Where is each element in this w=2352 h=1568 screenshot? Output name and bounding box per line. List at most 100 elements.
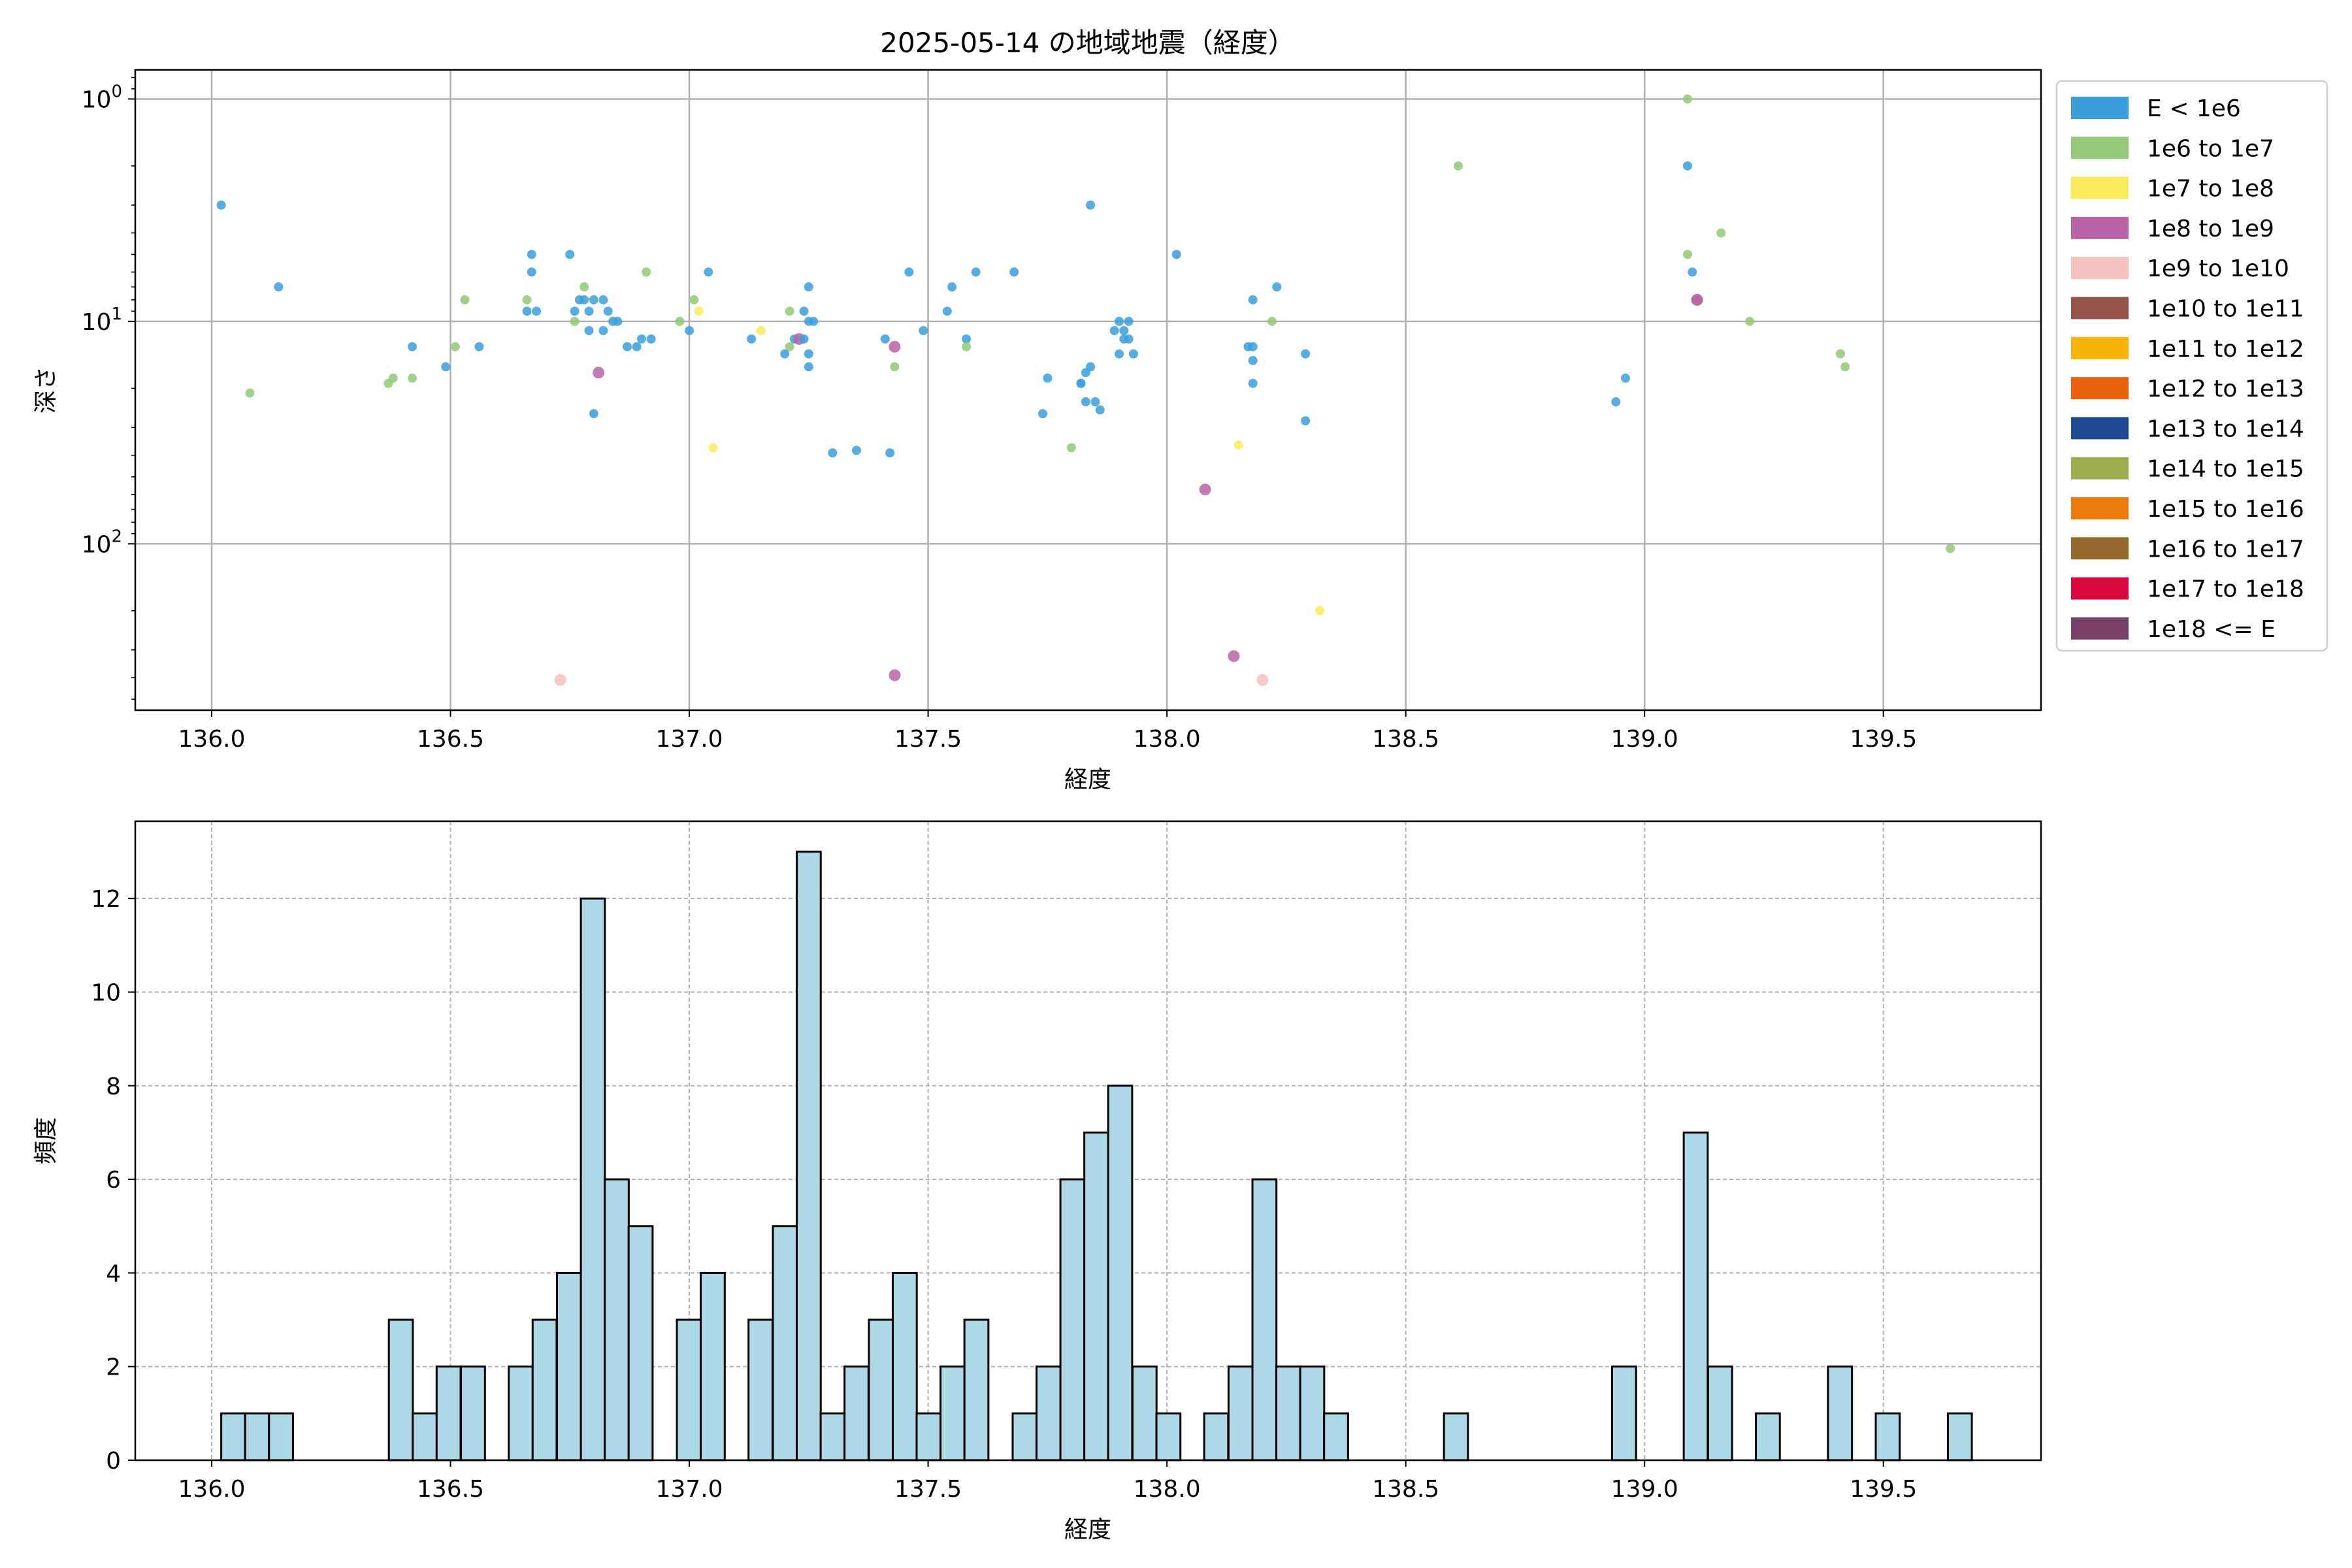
legend-swatch	[2071, 257, 2129, 280]
histogram-bar	[1227, 1365, 1254, 1462]
scatter-x-tick-label: 136.0	[178, 726, 245, 753]
scatter-point	[785, 342, 794, 351]
scatter-point	[580, 295, 589, 304]
scatter-x-tick-label: 137.0	[656, 726, 723, 753]
histogram-bar	[580, 897, 606, 1462]
legend-frame	[2055, 80, 2328, 652]
legend-label: 1e10 to 1e11	[2147, 296, 2304, 323]
histogram-bar	[1059, 1178, 1086, 1462]
scatter-point	[1124, 316, 1134, 326]
legend-label: 1e15 to 1e16	[2147, 496, 2304, 523]
scatter-point	[828, 448, 838, 458]
histogram-y-axis-label: 頻度	[33, 1117, 59, 1164]
scatter-point	[947, 282, 957, 292]
scatter-point	[532, 306, 542, 316]
histogram-bar	[1299, 1365, 1326, 1462]
scatter-point	[685, 326, 694, 336]
scatter-point	[1115, 349, 1124, 359]
scatter-point	[889, 669, 901, 681]
scatter-point	[1683, 161, 1693, 171]
histogram-bar	[819, 1412, 846, 1462]
histogram-bar	[1443, 1412, 1469, 1462]
scatter-point	[642, 267, 651, 277]
legend-label: 1e16 to 1e17	[2147, 536, 2304, 563]
histogram-bar	[1107, 1085, 1134, 1462]
scatter-point	[584, 326, 594, 336]
scatter-point	[1683, 94, 1693, 104]
histogram-bar	[1275, 1365, 1301, 1462]
scatter-point	[245, 388, 255, 398]
histogram-bar	[412, 1412, 438, 1462]
histogram-bar	[676, 1318, 702, 1462]
scatter-point	[1081, 397, 1090, 407]
histogram-x-ticks: 136.0 136.5 137.0 137.5 138.0 138.5 139.0 139.5	[178, 1460, 1917, 1503]
histogram-bar	[531, 1318, 558, 1462]
histogram-y-ticks: 0 2 4 6 8 10 12	[91, 886, 135, 1475]
scatter-point	[1301, 349, 1311, 359]
scatter-y-tick-label: 101	[82, 304, 122, 336]
scatter-point	[1301, 416, 1311, 426]
histogram-bar	[1610, 1365, 1637, 1462]
scatter-point	[689, 295, 699, 304]
histogram-y-tick-label: 2	[106, 1354, 121, 1381]
scatter-point	[522, 306, 532, 316]
scatter-x-axis-label: 経度	[1064, 766, 1111, 793]
histogram-x-tick-label: 139.5	[1850, 1476, 1917, 1503]
scatter-point	[1267, 316, 1277, 326]
scatter-y-tick-label: 100	[82, 82, 122, 114]
legend-label: 1e12 to 1e13	[2147, 376, 2304, 402]
histogram-bar	[700, 1271, 726, 1462]
histogram-x-tick-label: 136.5	[417, 1476, 484, 1503]
legend-swatch	[2071, 537, 2129, 560]
scatter-point	[589, 295, 598, 304]
histogram-bar	[1155, 1412, 1182, 1462]
scatter-x-ticks: 136.0 136.5 137.0 137.5 138.0 138.5 139.0 139.5	[178, 710, 1917, 753]
histogram-y-tick-label: 10	[91, 980, 121, 1007]
scatter-point	[694, 306, 704, 316]
scatter-point	[570, 306, 580, 316]
scatter-point	[962, 342, 972, 351]
legend-swatch	[2071, 577, 2129, 600]
legend-swatch	[2071, 137, 2129, 159]
legend-label: 1e7 to 1e8	[2147, 176, 2274, 203]
scatter-point	[780, 349, 790, 359]
scatter-point	[1315, 606, 1325, 615]
legend-label: E < 1e6	[2147, 95, 2241, 122]
scatter-point	[216, 200, 226, 210]
scatter-point	[1946, 544, 1955, 553]
scatter-point	[1009, 267, 1019, 277]
scatter-point	[1272, 282, 1282, 292]
legend-swatch	[2071, 297, 2129, 319]
histogram-x-tick-label: 137.5	[894, 1476, 962, 1503]
legend-swatch	[2071, 97, 2129, 119]
scatter-point	[1745, 316, 1755, 326]
legend-label: 1e18 <= E	[2147, 616, 2276, 643]
scatter-point	[1716, 228, 1726, 238]
scatter-point	[971, 267, 981, 277]
histogram-bar	[891, 1271, 918, 1462]
scatter-point	[1119, 326, 1129, 336]
scatter-point	[584, 306, 594, 316]
scatter-point	[809, 316, 819, 326]
scatter-point	[890, 362, 900, 372]
scatter-point	[1199, 483, 1211, 496]
scatter-point	[704, 267, 713, 277]
histogram-x-tick-label: 136.0	[178, 1476, 245, 1503]
histogram-bar	[556, 1271, 582, 1462]
legend-label: 1e6 to 1e7	[2147, 135, 2274, 162]
scatter-point	[799, 334, 809, 344]
histogram-bar	[508, 1365, 534, 1462]
scatter-point	[460, 295, 470, 304]
scatter-chart: 2025-05-14 の地域地震（経度） 136.0 136.5 137.0 137.…	[33, 27, 2042, 793]
scatter-point	[408, 342, 417, 351]
scatter-point	[1109, 326, 1119, 336]
histogram-y-tick-label: 0	[106, 1448, 121, 1475]
histogram-plot-frame	[134, 820, 2042, 1462]
scatter-point	[1611, 397, 1621, 407]
legend-label: 1e11 to 1e12	[2147, 336, 2304, 363]
histogram-bar	[939, 1365, 966, 1462]
histogram-bar	[1707, 1365, 1733, 1462]
scatter-point	[1683, 250, 1693, 259]
scatter-point	[1248, 355, 1258, 365]
